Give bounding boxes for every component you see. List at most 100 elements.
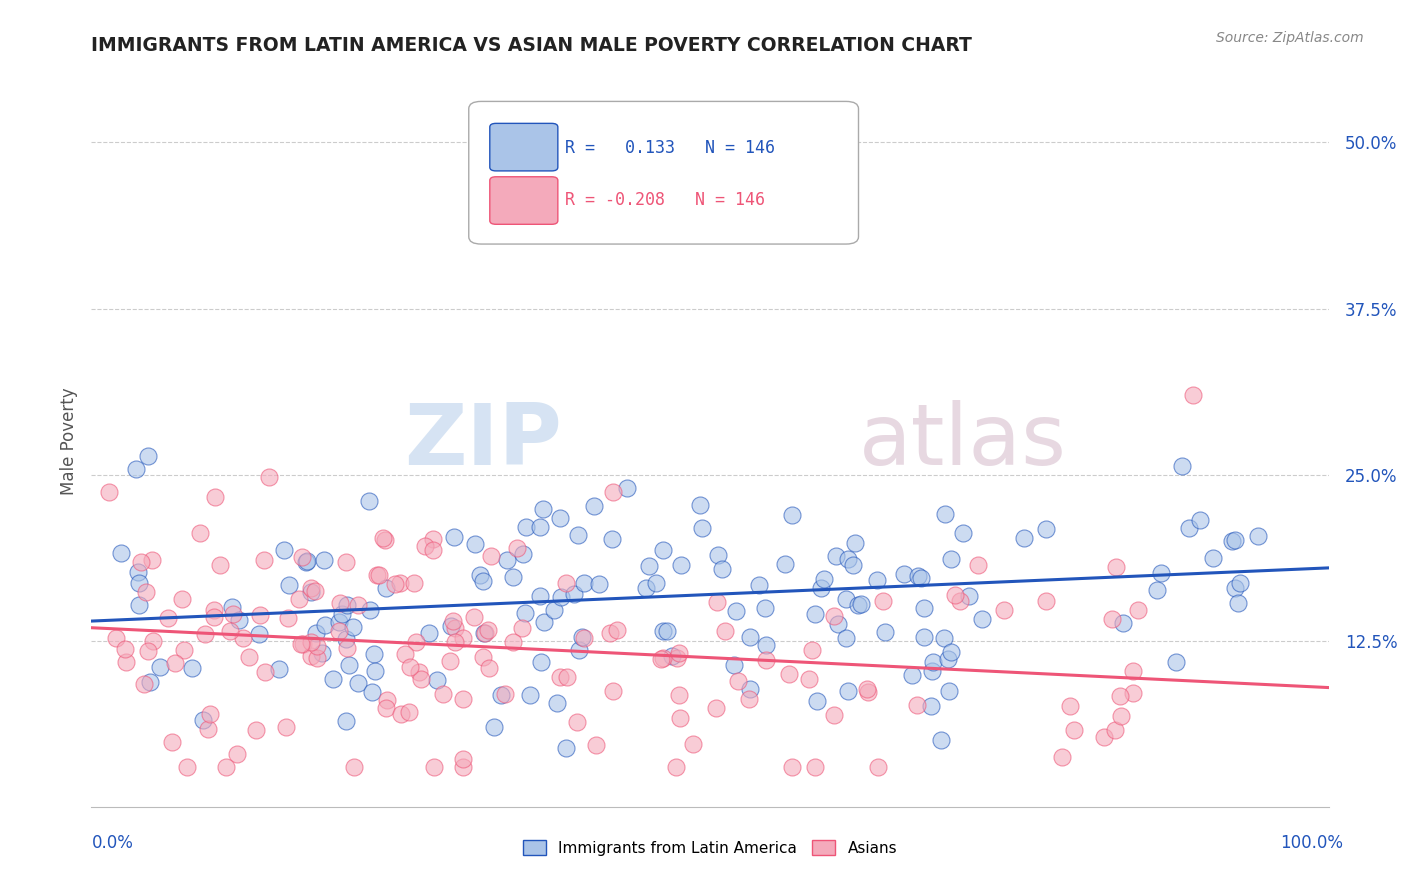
Immigrants from Latin America [671,558,693,572]
Asians [132,677,155,691]
Immigrants from Latin America [228,613,250,627]
Immigrants from Latin America [472,626,495,640]
Immigrants from Latin America [748,578,770,592]
Immigrants from Latin America [295,555,318,569]
Immigrants from Latin America [941,645,963,659]
Asians [232,631,254,645]
Asians [856,684,879,698]
Immigrants from Latin America [269,662,291,676]
Asians [375,701,398,715]
Asians [1035,594,1057,608]
Asians [304,583,326,598]
Immigrants from Latin America [181,661,204,675]
Asians [366,568,388,582]
Immigrants from Latin America [689,498,711,512]
Immigrants from Latin America [502,570,524,584]
Immigrants from Latin America [901,668,924,682]
Asians [173,643,195,657]
Asians [336,640,359,655]
Immigrants from Latin America [533,615,555,629]
Asians [328,624,350,638]
Asians [398,660,420,674]
Immigrants from Latin America [972,611,994,625]
Immigrants from Latin America [277,577,299,591]
Immigrants from Latin America [738,682,761,697]
Asians [305,651,328,665]
Asians [650,652,672,666]
Asians [669,711,692,725]
Asians [202,610,225,624]
FancyBboxPatch shape [468,102,859,244]
Asians [176,760,198,774]
Asians [374,533,396,547]
Immigrants from Latin America [443,530,465,544]
Asians [291,549,314,564]
Immigrants from Latin America [1223,582,1246,596]
Immigrants from Latin America [312,552,335,566]
Immigrants from Latin America [724,604,747,618]
Asians [219,624,242,638]
Text: IMMIGRANTS FROM LATIN AMERICA VS ASIAN MALE POVERTY CORRELATION CHART: IMMIGRANTS FROM LATIN AMERICA VS ASIAN M… [91,36,973,54]
Asians [451,752,474,766]
Asians [602,684,624,698]
Immigrants from Latin America [692,521,714,535]
Asians [727,673,749,688]
Asians [494,688,516,702]
Asians [804,760,827,774]
Asians [1105,559,1128,574]
Text: 100.0%: 100.0% [1279,834,1343,852]
Asians [290,636,312,650]
Asians [335,555,357,569]
Immigrants from Latin America [221,599,243,614]
Asians [1052,749,1074,764]
Immigrants from Latin America [645,576,668,591]
Immigrants from Latin America [893,566,915,581]
Asians [142,633,165,648]
Immigrants from Latin America [471,574,494,588]
Immigrants from Latin America [304,626,326,640]
Asians [1092,730,1115,744]
Asians [97,484,120,499]
Immigrants from Latin America [939,552,962,566]
Immigrants from Latin America [616,481,638,495]
Legend: Immigrants from Latin America, Asians: Immigrants from Latin America, Asians [517,834,903,862]
Text: 0.0%: 0.0% [91,834,134,852]
Immigrants from Latin America [600,533,623,547]
Immigrants from Latin America [835,592,858,607]
Immigrants from Latin America [515,520,537,534]
Immigrants from Latin America [418,626,440,640]
Immigrants from Latin America [375,582,398,596]
Asians [226,747,249,762]
Immigrants from Latin America [531,501,554,516]
Asians [441,615,464,629]
Asians [463,610,485,624]
Immigrants from Latin America [555,741,578,756]
Immigrants from Latin America [337,658,360,673]
Immigrants from Latin America [530,656,553,670]
Asians [855,681,877,696]
Immigrants from Latin America [634,581,657,595]
Immigrants from Latin America [543,603,565,617]
Immigrants from Latin America [1225,533,1247,548]
Asians [277,611,299,625]
Asians [215,760,238,774]
Asians [307,639,329,653]
Immigrants from Latin America [359,494,381,508]
Asians [1109,689,1132,703]
Asians [197,723,219,737]
Immigrants from Latin America [849,597,872,611]
Immigrants from Latin America [875,625,897,640]
Asians [966,558,988,572]
Immigrants from Latin America [912,630,935,644]
Immigrants from Latin America [364,665,387,679]
Asians [555,576,578,591]
Immigrants from Latin America [314,618,336,632]
Asians [1126,603,1149,617]
Immigrants from Latin America [723,658,745,673]
Text: R =   0.133   N = 146: R = 0.133 N = 146 [565,138,775,156]
Asians [389,707,412,722]
Immigrants from Latin America [567,528,589,542]
Asians [411,672,433,686]
Asians [451,632,474,646]
Asians [512,621,534,635]
